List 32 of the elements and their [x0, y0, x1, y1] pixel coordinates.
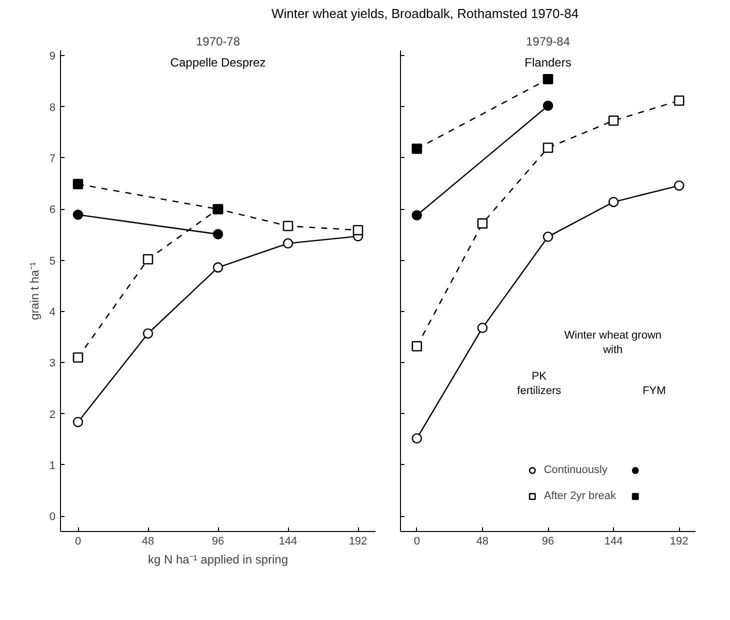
x-tick-label: 96: [542, 535, 554, 548]
x-tick-label: 48: [142, 535, 154, 548]
annotation: Flanders: [524, 55, 572, 70]
x-tick-label: 96: [212, 535, 224, 548]
chart-subtitle: 1979-84: [526, 34, 570, 48]
y-tick-label: 5: [49, 254, 56, 267]
legend-title: Winter wheat grown with: [564, 329, 662, 356]
x-axis-title: kg N ha⁻¹ applied in spring: [148, 552, 288, 566]
y-tick-label: 0: [49, 510, 56, 523]
y-tick-label: 1: [49, 460, 56, 472]
x-tick-label: 48: [476, 535, 489, 548]
y-tick-label: 8: [49, 101, 56, 114]
text: Winter wheat yields, Broadbalk, Rothamsted 1970-84: [271, 5, 579, 23]
annotation: Cappelle Desprez: [170, 55, 266, 70]
y-tick-label: 3: [49, 357, 56, 370]
x-tick-label: 144: [604, 535, 623, 548]
y-tick-label: 7: [49, 152, 56, 165]
x-tick-label: 0: [414, 535, 420, 548]
x-tick-label: 192: [670, 535, 688, 548]
x-tick-label: 0: [74, 535, 82, 548]
y-tick-label: 4: [49, 306, 56, 318]
annotation: PK fertilizers: [517, 370, 562, 396]
x-tick-label: 192: [348, 535, 368, 548]
legend-label: After 2yr break: [544, 490, 616, 502]
annotation: FYM: [642, 384, 666, 396]
y-axis-title: grain t ha⁻¹: [27, 262, 42, 320]
x-tick-label: 144: [278, 535, 298, 548]
y-tick-label: 6: [49, 204, 56, 216]
legend-label: Continuously: [544, 464, 608, 476]
y-tick-label: 9: [49, 50, 56, 62]
y-tick-label: 2: [49, 408, 56, 420]
chart-subtitle: 1970-78: [196, 34, 240, 48]
